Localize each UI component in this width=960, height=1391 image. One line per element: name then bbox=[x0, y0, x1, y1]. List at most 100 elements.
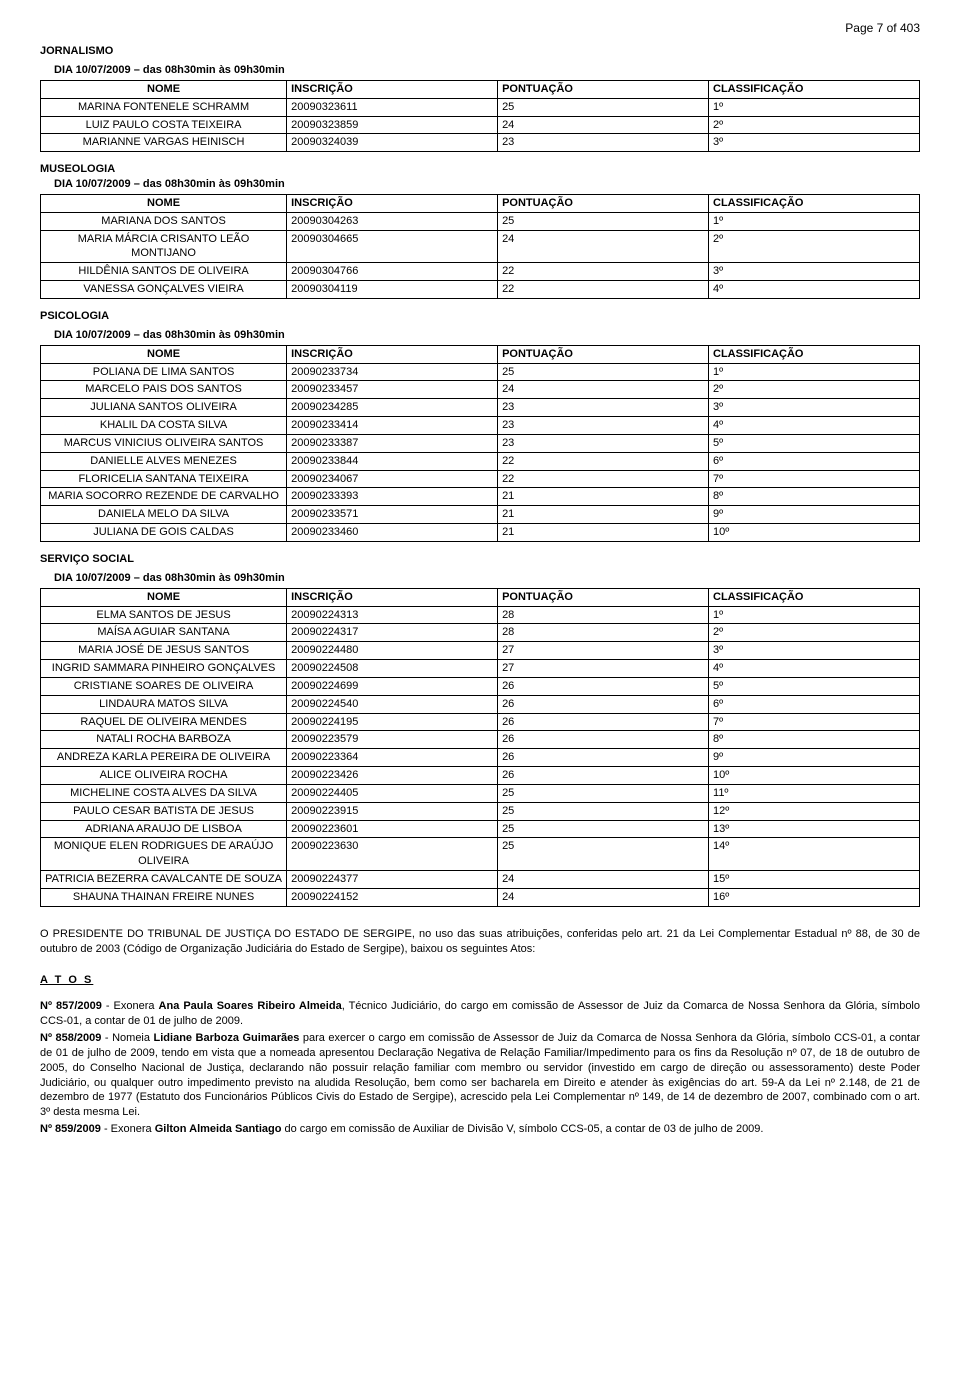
table-cell: 26 bbox=[498, 749, 709, 767]
table-cell: 22 bbox=[498, 263, 709, 281]
table-cell: 27 bbox=[498, 660, 709, 678]
table-cell: 7º bbox=[709, 713, 920, 731]
table-cell: 14º bbox=[709, 838, 920, 871]
table-cell: 20090233414 bbox=[287, 417, 498, 435]
table-cell: VANESSA GONÇALVES VIEIRA bbox=[41, 281, 287, 299]
table-cell: 23 bbox=[498, 434, 709, 452]
table-cell: 3º bbox=[709, 263, 920, 281]
table-cell: 25 bbox=[498, 98, 709, 116]
table-cell: 26 bbox=[498, 695, 709, 713]
table-cell: LUIZ PAULO COSTA TEIXEIRA bbox=[41, 116, 287, 134]
table-cell: 20090224480 bbox=[287, 642, 498, 660]
table-cell: 25 bbox=[498, 212, 709, 230]
table-cell: 20090224152 bbox=[287, 889, 498, 907]
table-cell: 5º bbox=[709, 677, 920, 695]
table-row: ADRIANA ARAUJO DE LISBOA200902236012513º bbox=[41, 820, 920, 838]
table-cell: 6º bbox=[709, 695, 920, 713]
table-row: MARCELO PAIS DOS SANTOS20090233457242º bbox=[41, 381, 920, 399]
table-cell: 3º bbox=[709, 399, 920, 417]
table-row: LINDAURA MATOS SILVA20090224540266º bbox=[41, 695, 920, 713]
table-cell: FLORICELIA SANTANA TEIXEIRA bbox=[41, 470, 287, 488]
table-cell: 22 bbox=[498, 470, 709, 488]
table-cell: 2º bbox=[709, 381, 920, 399]
table-cell: MICHELINE COSTA ALVES DA SILVA bbox=[41, 784, 287, 802]
table-cell: HILDÊNIA SANTOS DE OLIVEIRA bbox=[41, 263, 287, 281]
table-cell: 20090233460 bbox=[287, 524, 498, 542]
ato-person: Gilton Almeida Santiago bbox=[155, 1123, 282, 1135]
section-subtitle: DIA 10/07/2009 – das 08h30min às 09h30mi… bbox=[54, 328, 920, 343]
table-row: ANDREZA KARLA PEREIRA DE OLIVEIRA2009022… bbox=[41, 749, 920, 767]
table-cell: 21 bbox=[498, 506, 709, 524]
table-cell: 3º bbox=[709, 134, 920, 152]
table-cell: RAQUEL DE OLIVEIRA MENDES bbox=[41, 713, 287, 731]
table-cell: 26 bbox=[498, 767, 709, 785]
table-cell: 20090223579 bbox=[287, 731, 498, 749]
table-cell: 20090324039 bbox=[287, 134, 498, 152]
table-cell: 20090233734 bbox=[287, 363, 498, 381]
table-cell: 4º bbox=[709, 281, 920, 299]
table-row: MARIA MÁRCIA CRISANTO LEÃO MONTIJANO2009… bbox=[41, 230, 920, 263]
table-cell: 24 bbox=[498, 116, 709, 134]
table-cell: 12º bbox=[709, 802, 920, 820]
table-cell: 4º bbox=[709, 417, 920, 435]
table-cell: 28 bbox=[498, 606, 709, 624]
table-cell: 23 bbox=[498, 399, 709, 417]
atos-heading: A T O S bbox=[40, 973, 920, 988]
table-cell: 20090323859 bbox=[287, 116, 498, 134]
table-cell: 26 bbox=[498, 731, 709, 749]
table-cell: JULIANA DE GOIS CALDAS bbox=[41, 524, 287, 542]
table-row: DANIELLE ALVES MENEZES20090233844226º bbox=[41, 452, 920, 470]
table-cell: 25 bbox=[498, 363, 709, 381]
section-title: PSICOLOGIA bbox=[40, 309, 920, 324]
table-row: MARINA FONTENELE SCHRAMM20090323611251º bbox=[41, 98, 920, 116]
table-cell: 20090224699 bbox=[287, 677, 498, 695]
table-row: ALICE OLIVEIRA ROCHA200902234262610º bbox=[41, 767, 920, 785]
table-cell: 20090304119 bbox=[287, 281, 498, 299]
table-cell: 9º bbox=[709, 506, 920, 524]
table-cell: NATALI ROCHA BARBOZA bbox=[41, 731, 287, 749]
table-row: SHAUNA THAINAN FREIRE NUNES2009022415224… bbox=[41, 889, 920, 907]
table-cell: 20090233393 bbox=[287, 488, 498, 506]
column-header: INSCRIÇÃO bbox=[287, 194, 498, 212]
ato-number: Nº 859/2009 bbox=[40, 1123, 101, 1135]
column-header: CLASSIFICAÇÃO bbox=[709, 194, 920, 212]
table-cell: 26 bbox=[498, 713, 709, 731]
column-header: NOME bbox=[41, 588, 287, 606]
table-cell: 23 bbox=[498, 134, 709, 152]
body-paragraph: O PRESIDENTE DO TRIBUNAL DE JUSTIÇA DO E… bbox=[40, 927, 920, 957]
table-cell: 2º bbox=[709, 230, 920, 263]
column-header: NOME bbox=[41, 194, 287, 212]
table-row: LUIZ PAULO COSTA TEIXEIRA20090323859242º bbox=[41, 116, 920, 134]
table-cell: 20090304263 bbox=[287, 212, 498, 230]
table-cell: 15º bbox=[709, 871, 920, 889]
table-cell: JULIANA SANTOS OLIVEIRA bbox=[41, 399, 287, 417]
table-row: MONIQUE ELEN RODRIGUES DE ARAÚJO OLIVEIR… bbox=[41, 838, 920, 871]
table-row: MAÍSA AGUIAR SANTANA20090224317282º bbox=[41, 624, 920, 642]
table-cell: 10º bbox=[709, 767, 920, 785]
table-row: JULIANA DE GOIS CALDAS200902334602110º bbox=[41, 524, 920, 542]
table-cell: 20090233387 bbox=[287, 434, 498, 452]
table-cell: SHAUNA THAINAN FREIRE NUNES bbox=[41, 889, 287, 907]
table-row: RAQUEL DE OLIVEIRA MENDES20090224195267º bbox=[41, 713, 920, 731]
section-subtitle: DIA 10/07/2009 – das 08h30min às 09h30mi… bbox=[54, 571, 920, 586]
ato-person: Lidiane Barboza Guimarães bbox=[154, 1032, 300, 1044]
table-row: NATALI ROCHA BARBOZA20090223579268º bbox=[41, 731, 920, 749]
column-header: INSCRIÇÃO bbox=[287, 345, 498, 363]
table-row: MARIANNE VARGAS HEINISCH20090324039233º bbox=[41, 134, 920, 152]
table-cell: 20090223426 bbox=[287, 767, 498, 785]
data-table: NOMEINSCRIÇÃOPONTUAÇÃOCLASSIFICAÇÃOMARIA… bbox=[40, 194, 920, 299]
table-cell: 20090304665 bbox=[287, 230, 498, 263]
column-header: PONTUAÇÃO bbox=[498, 588, 709, 606]
table-cell: 11º bbox=[709, 784, 920, 802]
table-cell: 10º bbox=[709, 524, 920, 542]
table-cell: 20090323611 bbox=[287, 98, 498, 116]
section-subtitle: DIA 10/07/2009 – das 08h30min às 09h30mi… bbox=[54, 177, 920, 192]
column-header: PONTUAÇÃO bbox=[498, 194, 709, 212]
table-cell: PATRICIA BEZERRA CAVALCANTE DE SOUZA bbox=[41, 871, 287, 889]
table-cell: 20090224377 bbox=[287, 871, 498, 889]
table-cell: INGRID SAMMARA PINHEIRO GONÇALVES bbox=[41, 660, 287, 678]
table-cell: 20090233844 bbox=[287, 452, 498, 470]
column-header: PONTUAÇÃO bbox=[498, 345, 709, 363]
table-cell: CRISTIANE SOARES DE OLIVEIRA bbox=[41, 677, 287, 695]
table-row: MARIANA DOS SANTOS20090304263251º bbox=[41, 212, 920, 230]
